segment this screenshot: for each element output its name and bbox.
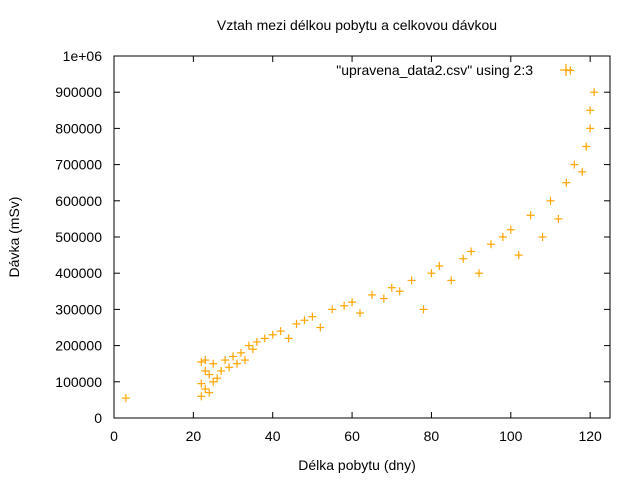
data-point-0-51	[538, 233, 547, 241]
y-tick-label-1: 100000	[55, 374, 102, 390]
data-point-0-13	[221, 356, 230, 365]
plot-frame	[113, 55, 611, 419]
data-point-0-58	[582, 142, 591, 151]
y-tick-label-8: 800000	[55, 120, 102, 136]
data-point-0-56	[570, 160, 579, 169]
data-point-0-9	[209, 377, 218, 386]
data-point-0-48	[506, 225, 515, 234]
data-point-0-8	[205, 370, 214, 379]
data-point-0-45	[475, 269, 484, 278]
data-point-0-44	[467, 247, 476, 256]
data-point-0-12	[217, 366, 226, 375]
data-point-0-53	[554, 214, 563, 223]
data-point-0-7	[205, 388, 214, 397]
x-tick-label-3: 60	[344, 428, 360, 444]
chart-title: Vztah mezi délkou pobytu a celkovou dávk…	[217, 17, 497, 33]
data-point-0-38	[407, 276, 416, 285]
y-tick-label-7: 700000	[55, 157, 102, 173]
data-point-0-5	[201, 366, 210, 375]
data-point-0-40	[427, 269, 436, 278]
data-point-0-33	[356, 309, 365, 318]
data-point-0-11	[213, 374, 222, 383]
data-point-0-19	[244, 341, 253, 350]
data-point-0-16	[233, 359, 242, 368]
data-point-0-15	[229, 352, 238, 361]
data-point-0-17	[236, 348, 245, 357]
data-point-0-21	[252, 337, 261, 346]
axis-tick-labels: 0 20 40 60 80 100 120 0 100000 200000 300000 400000…	[55, 48, 602, 444]
data-point-0-28	[308, 312, 317, 321]
data-point-0-46	[486, 240, 495, 249]
data-point-0-36	[387, 283, 396, 292]
y-tick-label-0: 0	[94, 410, 102, 426]
data-point-0-37	[395, 287, 404, 296]
data-point-0-25	[284, 334, 293, 343]
data-point-0-6	[201, 356, 210, 365]
x-tick-label-0: 0	[110, 428, 118, 444]
scatter-points	[121, 66, 599, 403]
y-tick-label-4: 400000	[55, 265, 102, 281]
x-tick-label-5: 100	[499, 428, 523, 444]
data-point-0-42	[447, 276, 456, 285]
legend: "upravena_data2.csv" using 2:3	[336, 62, 572, 78]
data-point-0-23	[268, 330, 277, 339]
data-point-0-57	[578, 167, 587, 176]
data-point-0-10	[209, 359, 218, 368]
data-point-0-60	[586, 106, 595, 115]
data-point-0-31	[340, 301, 349, 310]
data-point-0-1	[197, 392, 206, 401]
data-point-0-61	[590, 88, 599, 97]
data-point-0-14	[225, 363, 234, 372]
data-point-0-41	[435, 261, 444, 270]
data-point-0-2	[197, 379, 206, 388]
y-tick-label-10: 1e+06	[63, 48, 103, 64]
data-point-0-43	[459, 254, 468, 263]
data-point-0-18	[240, 356, 249, 365]
data-point-0-27	[300, 316, 309, 325]
data-point-0-29	[316, 323, 325, 332]
y-tick-label-6: 600000	[55, 193, 102, 209]
x-tick-label-6: 120	[578, 428, 602, 444]
y-tick-label-3: 300000	[55, 301, 102, 317]
data-point-0-4	[201, 385, 210, 394]
legend-marker	[560, 64, 572, 76]
data-point-0-34	[367, 290, 376, 299]
data-point-0-52	[546, 196, 555, 205]
data-point-0-47	[498, 233, 507, 241]
data-point-0-35	[379, 294, 388, 303]
x-tick-label-1: 20	[186, 428, 202, 444]
x-tick-label-2: 40	[265, 428, 281, 444]
data-point-0-59	[586, 124, 595, 133]
y-axis-label: Dávka (mSv)	[6, 197, 22, 278]
y-tick-label-9: 900000	[55, 84, 102, 100]
legend-label: "upravena_data2.csv" using 2:3	[336, 62, 533, 78]
data-point-0-32	[348, 298, 357, 307]
data-point-0-3	[197, 357, 206, 366]
data-point-0-49	[514, 251, 523, 260]
data-point-0-20	[248, 345, 257, 354]
data-point-0-22	[260, 334, 269, 343]
y-tick-label-2: 200000	[55, 338, 102, 354]
x-axis-label: Délka pobytu (dny)	[298, 457, 416, 473]
data-point-0-54	[562, 178, 571, 187]
y-tick-label-5: 500000	[55, 229, 102, 245]
data-point-0-24	[276, 327, 285, 336]
data-point-0-0	[121, 394, 130, 403]
axis-ticks	[113, 55, 610, 419]
data-point-0-30	[328, 305, 337, 314]
data-point-0-26	[292, 319, 301, 328]
data-point-0-50	[526, 211, 535, 220]
x-tick-label-4: 80	[424, 428, 440, 444]
data-point-0-39	[419, 305, 428, 314]
